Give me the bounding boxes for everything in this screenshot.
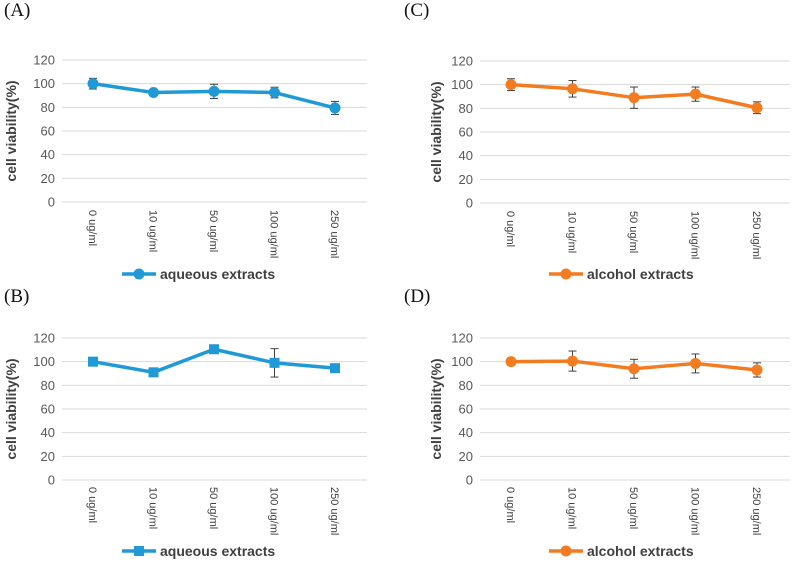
y-tick-label: 80 (41, 378, 55, 393)
y-tick-label: 40 (459, 148, 473, 163)
data-point (751, 364, 763, 376)
data-point (148, 87, 159, 99)
data-point (505, 79, 517, 91)
legend-label: alcohol extracts (587, 543, 694, 559)
y-tick-label: 20 (459, 172, 473, 187)
y-tick-label: 60 (41, 402, 55, 417)
x-tick-label: 10 ug/ml (147, 210, 159, 252)
panel-label-a: (A) (4, 0, 31, 21)
y-tick-label: 0 (48, 473, 55, 488)
y-tick-label: 20 (459, 449, 473, 464)
panel-label-b: (B) (4, 286, 30, 307)
x-tick-label: 10 ug/ml (566, 211, 578, 253)
legend-label: alcohol extracts (587, 266, 694, 282)
y-tick-label: 120 (451, 331, 473, 346)
y-tick-label: 100 (451, 354, 473, 369)
x-tick-label: 0 ug/ml (86, 210, 98, 246)
data-point (567, 83, 578, 95)
y-axis-label: cell viability(%) (428, 81, 444, 182)
data-point (505, 356, 517, 368)
data-point (628, 92, 640, 104)
y-tick-label: 100 (33, 354, 55, 369)
legend-marker (133, 268, 145, 280)
chart-panel-0: 0 20 40 60 80 100 120 cell viability(%) 0 ug/ml 1… (3, 53, 367, 282)
data-point (269, 357, 280, 368)
y-tick-label: 60 (459, 402, 473, 417)
panel-label-d: (D) (404, 286, 431, 307)
y-tick-label: 60 (41, 124, 55, 139)
legend-marker (134, 546, 144, 556)
x-tick-label: 100 ug/ml (689, 487, 701, 535)
y-tick-label: 100 (451, 77, 473, 92)
x-tick-label: 100 ug/ml (268, 210, 280, 258)
y-axis-label: cell viability(%) (3, 80, 19, 181)
y-axis-label: cell viability(%) (3, 358, 19, 459)
data-point (209, 344, 219, 355)
data-point (628, 363, 640, 375)
x-tick-label: 50 ug/ml (207, 487, 219, 529)
x-tick-label: 50 ug/ml (627, 211, 639, 253)
y-tick-label: 20 (41, 449, 55, 464)
x-tick-label: 250 ug/ml (750, 211, 762, 259)
y-tick-label: 0 (466, 196, 473, 211)
x-tick-label: 250 ug/ml (328, 487, 340, 535)
y-tick-label: 0 (466, 473, 473, 488)
x-tick-label: 100 ug/ml (268, 487, 280, 535)
y-tick-label: 80 (459, 101, 473, 116)
panel-label-c: (C) (404, 0, 430, 21)
data-point (330, 363, 340, 374)
legend-label: aqueous extracts (160, 266, 275, 282)
chart-panel-3: 0 20 40 60 80 100 120 cell viability(%) 0 ug/ml 1… (428, 331, 790, 559)
x-tick-label: 10 ug/ml (566, 487, 578, 529)
data-point (87, 78, 99, 90)
x-tick-label: 10 ug/ml (147, 487, 159, 529)
y-tick-label: 60 (459, 125, 473, 140)
data-point (148, 367, 159, 378)
x-tick-label: 100 ug/ml (689, 211, 701, 259)
legend-label: aqueous extracts (160, 543, 275, 559)
legend-marker (560, 268, 572, 280)
y-tick-label: 40 (459, 425, 473, 440)
y-tick-label: 80 (459, 378, 473, 393)
chart-panel-2: 0 20 40 60 80 100 120 cell viability(%) 0 ug/ml 1… (3, 331, 367, 559)
x-tick-label: 50 ug/ml (627, 487, 639, 529)
y-tick-label: 40 (41, 147, 55, 162)
chart-panel-1: 0 20 40 60 80 100 120 cell viability(%) 0 ug/ml 1… (428, 54, 790, 282)
data-point (690, 88, 701, 100)
y-axis-label: cell viability(%) (428, 358, 444, 459)
data-point (751, 102, 763, 114)
data-point (269, 87, 280, 99)
data-point (208, 85, 220, 97)
y-tick-label: 40 (41, 425, 55, 440)
y-tick-label: 120 (33, 331, 55, 346)
x-tick-label: 0 ug/ml (86, 487, 98, 523)
x-tick-label: 50 ug/ml (207, 210, 219, 252)
y-tick-label: 120 (451, 54, 473, 69)
data-point (567, 355, 578, 367)
x-tick-label: 0 ug/ml (504, 487, 516, 523)
x-tick-label: 0 ug/ml (504, 211, 516, 247)
legend-marker (560, 545, 572, 557)
data-point (329, 102, 341, 114)
y-tick-label: 20 (41, 171, 55, 186)
y-tick-label: 120 (33, 53, 55, 68)
x-tick-label: 250 ug/ml (328, 210, 340, 258)
x-tick-label: 250 ug/ml (750, 487, 762, 535)
y-tick-label: 0 (48, 195, 55, 210)
data-point (690, 357, 701, 369)
data-point (88, 356, 98, 367)
y-tick-label: 100 (33, 76, 55, 91)
y-tick-label: 80 (41, 100, 55, 115)
